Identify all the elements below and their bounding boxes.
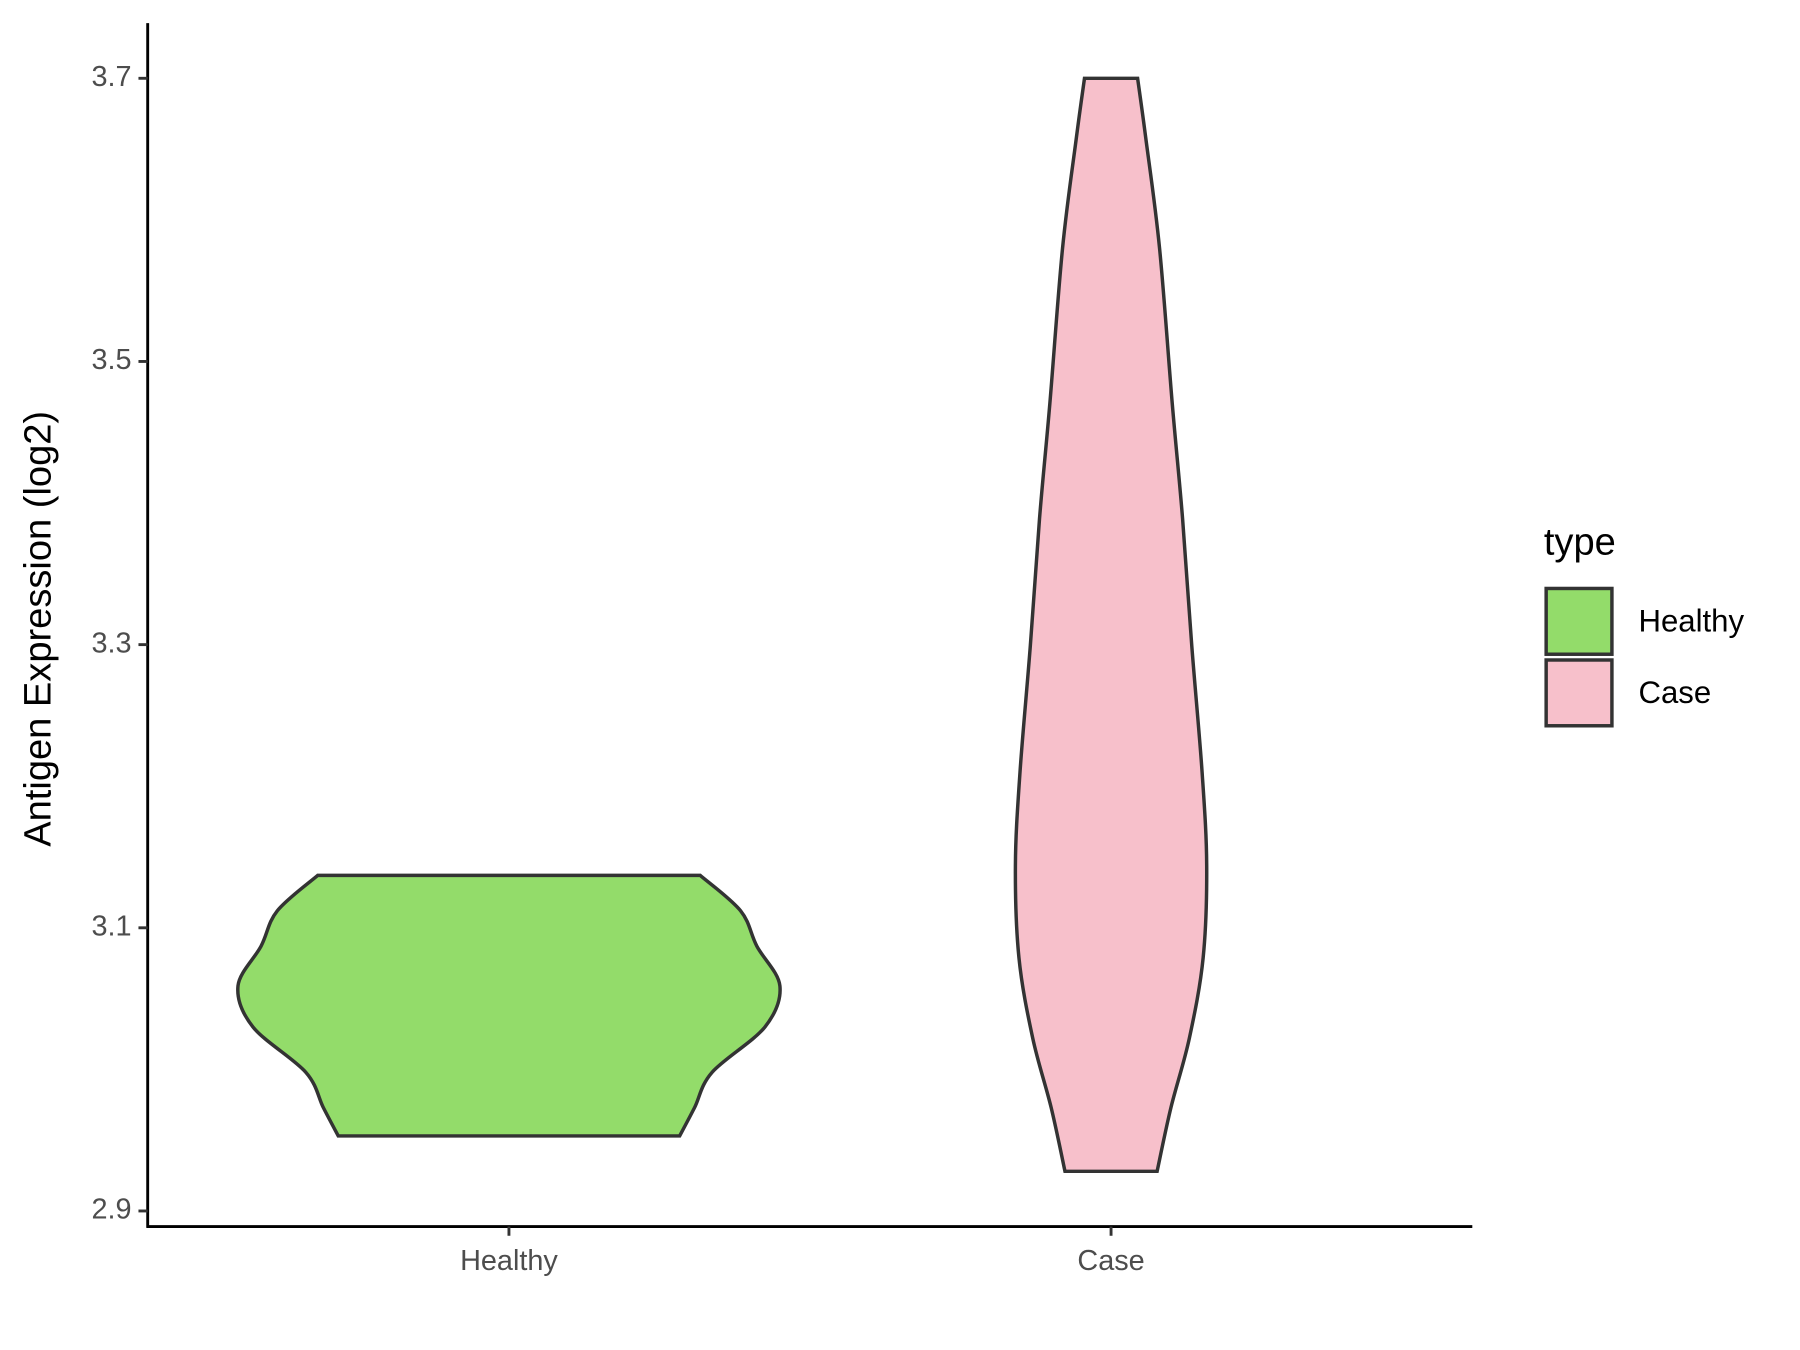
violin — [236, 873, 782, 1138]
y-tick-label: 3.7 — [91, 61, 131, 93]
x-tick-label: Case — [1077, 1245, 1144, 1277]
y-axis-title: Antigen Expression (log2) — [17, 411, 59, 847]
y-tick-label: 2.9 — [91, 1194, 131, 1226]
legend-swatch — [1544, 658, 1614, 728]
violin — [1013, 76, 1209, 1174]
legend-label: Healthy — [1638, 603, 1744, 638]
y-tick-label: 3.1 — [91, 910, 131, 942]
y-tick-label: 3.5 — [91, 344, 131, 376]
x-tick-label: Healthy — [460, 1245, 558, 1277]
y-tick-label: 3.3 — [91, 627, 131, 659]
legend-label: Case — [1638, 675, 1711, 710]
legend-title: type — [1544, 522, 1616, 564]
legend-swatch — [1544, 586, 1614, 656]
